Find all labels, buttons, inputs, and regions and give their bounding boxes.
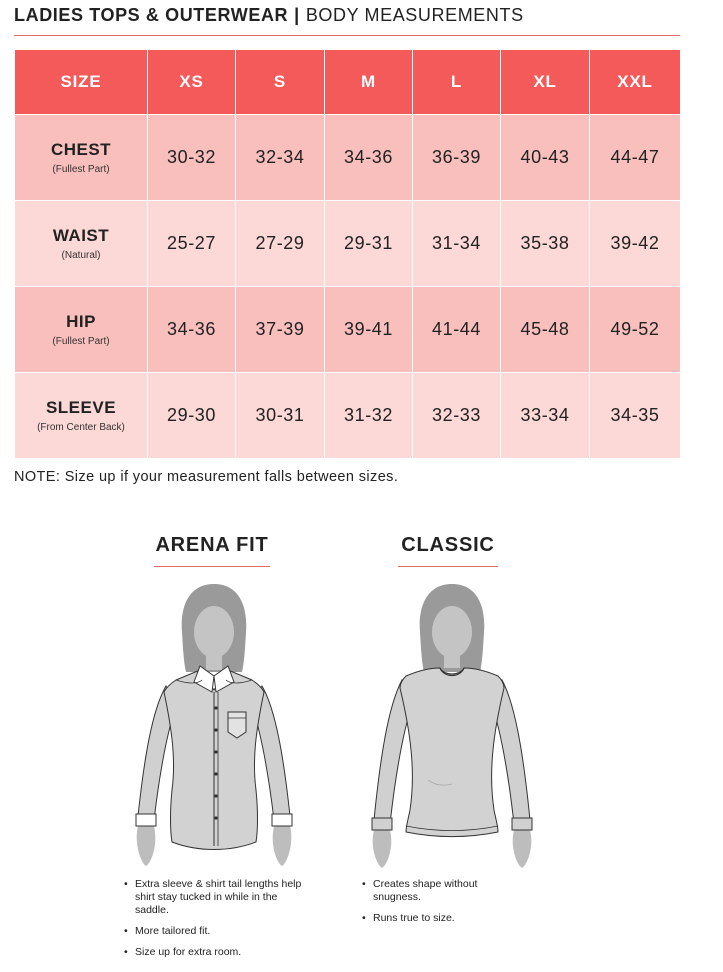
table-cell: 44-47 — [589, 114, 681, 201]
classic-fit-bullets: Creates shape without snugness. Runs tru… — [362, 878, 512, 933]
row-label-cell: CHEST (Fullest Part) — [14, 114, 148, 201]
table-cell: 39-41 — [324, 286, 413, 373]
row-label-cell: WAIST (Natural) — [14, 200, 148, 287]
table-cell: 32-33 — [412, 372, 501, 459]
row-sublabel: (From Center Back) — [37, 422, 125, 433]
cell-value: 33-34 — [520, 405, 570, 425]
cell-value: 31-32 — [343, 405, 394, 425]
column-header-m: M — [324, 49, 413, 115]
row-label: WAIST — [52, 226, 110, 245]
arena-fit-bullets: Extra sleeve & shirt tail lengths help s… — [124, 878, 314, 967]
table-row-hip: HIP (Fullest Part) 34-36 37-39 39-41 41-4… — [14, 286, 681, 373]
column-header-s: S — [235, 49, 325, 115]
table-cell: 34-36 — [324, 114, 413, 201]
row-label: HIP — [66, 312, 96, 331]
table-cell: 29-30 — [147, 372, 236, 459]
table-row-sleeve: SLEEVE (From Center Back) 29-30 30-31 31-… — [14, 372, 681, 459]
cell-value: 39-41 — [343, 319, 394, 339]
list-item: Extra sleeve & shirt tail lengths help s… — [124, 878, 314, 917]
header-title: LADIES TOPS & OUTERWEAR — [14, 5, 289, 25]
page-header: LADIES TOPS & OUTERWEAR | BODY MEASUREMENT… — [14, 5, 524, 26]
list-item: Creates shape without snugness. — [362, 878, 512, 904]
cell-value: 34-35 — [610, 405, 660, 425]
table-cell: 31-34 — [412, 200, 501, 287]
row-label-cell: HIP (Fullest Part) — [14, 286, 148, 373]
list-item: Runs true to size. — [362, 912, 512, 925]
cell-value: 39-42 — [610, 233, 660, 253]
row-label: CHEST — [50, 140, 112, 159]
column-header-l: L — [412, 49, 501, 115]
column-header-xxl: XXL — [589, 49, 681, 115]
table-cell: 31-32 — [324, 372, 413, 459]
cell-value: 34-36 — [343, 147, 394, 167]
cell-value: 34-36 — [166, 319, 217, 339]
cell-value: 27-29 — [255, 233, 305, 253]
table-cell: 39-42 — [589, 200, 681, 287]
sizing-note: NOTE: Size up if your measurement falls … — [14, 469, 399, 485]
cell-value: 29-30 — [166, 405, 217, 425]
cell-value: 36-39 — [431, 147, 482, 167]
header-subtitle: BODY MEASUREMENTS — [305, 5, 524, 25]
cell-value: 30-32 — [166, 147, 217, 167]
table-cell: 40-43 — [500, 114, 590, 201]
cell-value: 31-34 — [431, 233, 482, 253]
cell-value: 37-39 — [255, 319, 305, 339]
table-cell: 32-34 — [235, 114, 325, 201]
table-cell: 30-32 — [147, 114, 236, 201]
column-header-xl: XL — [500, 49, 590, 115]
table-cell: 29-31 — [324, 200, 413, 287]
column-header-size: SIZE — [14, 49, 148, 115]
table-row-waist: WAIST (Natural) 25-27 27-29 29-31 31-34 3… — [14, 200, 681, 287]
header-divider — [14, 35, 680, 36]
cell-value: 30-31 — [255, 405, 305, 425]
table-cell: 34-35 — [589, 372, 681, 459]
column-header-xs: XS — [147, 49, 236, 115]
cell-value: 49-52 — [610, 319, 660, 339]
cell-value: 40-43 — [520, 147, 570, 167]
cell-value: 25-27 — [166, 233, 217, 253]
cell-value: 45-48 — [520, 319, 570, 339]
header-separator: | — [294, 5, 300, 25]
table-cell: 35-38 — [500, 200, 590, 287]
row-label-cell: SLEEVE (From Center Back) — [14, 372, 148, 459]
table-cell: 33-34 — [500, 372, 590, 459]
row-label: SLEEVE — [45, 398, 117, 417]
table-cell: 30-31 — [235, 372, 325, 459]
cell-value: 29-31 — [343, 233, 394, 253]
arena-fit-title: ARENA FIT — [155, 534, 269, 556]
table-cell: 45-48 — [500, 286, 590, 373]
row-sublabel: (Natural) — [61, 250, 101, 261]
cell-value: 32-34 — [255, 147, 305, 167]
table-header-row: SIZE XS S M L XL XXL — [14, 49, 681, 115]
arena-fit-shirt-illustration — [135, 584, 293, 866]
table-row-chest: CHEST (Fullest Part) 30-32 32-34 34-36 36… — [14, 114, 681, 201]
table-cell: 49-52 — [589, 286, 681, 373]
cell-value: 32-33 — [431, 405, 482, 425]
table-cell: 37-39 — [235, 286, 325, 373]
row-sublabel: (Fullest Part) — [52, 336, 110, 347]
table-cell: 41-44 — [412, 286, 501, 373]
cell-value: 44-47 — [610, 147, 660, 167]
table-cell: 25-27 — [147, 200, 236, 287]
classic-fit-shirt-illustration — [371, 584, 533, 868]
list-item: More tailored fit. — [124, 925, 314, 938]
table-cell: 27-29 — [235, 200, 325, 287]
cell-value: 41-44 — [431, 319, 482, 339]
classic-fit-divider — [398, 566, 498, 567]
cell-value: 35-38 — [520, 233, 570, 253]
list-item: Size up for extra room. — [124, 946, 314, 959]
arena-fit-divider — [154, 566, 270, 567]
row-sublabel: (Fullest Part) — [52, 164, 110, 175]
table-cell: 36-39 — [412, 114, 501, 201]
table-cell: 34-36 — [147, 286, 236, 373]
classic-fit-title: CLASSIC — [401, 534, 495, 556]
size-chart-table: SIZE XS S M L XL XXL CHEST (Fullest Part)… — [14, 49, 681, 459]
